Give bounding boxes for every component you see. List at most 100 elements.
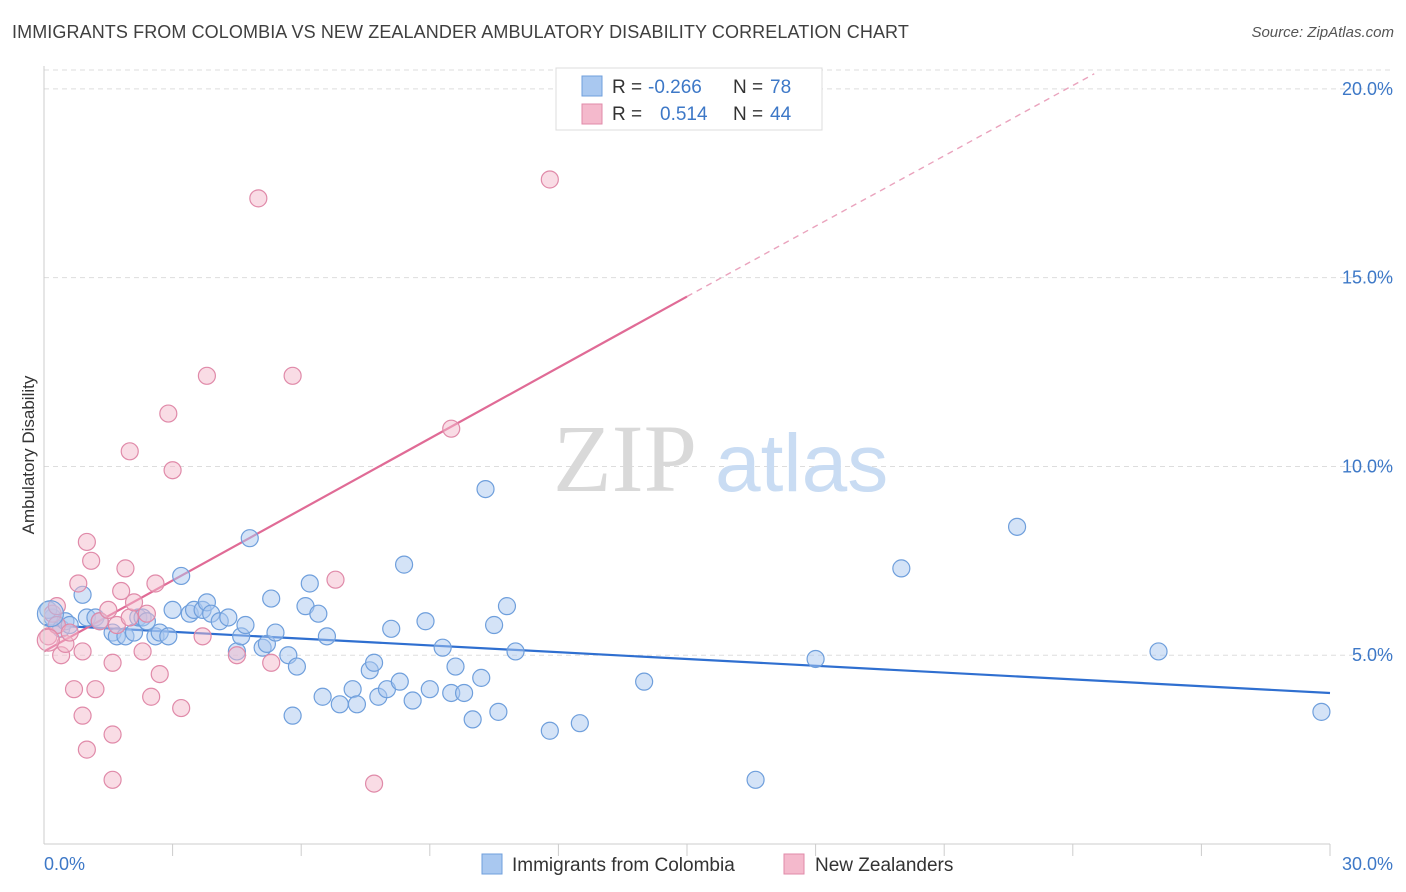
legend-n-value-nz: 44 bbox=[770, 104, 792, 125]
point-colombia bbox=[506, 642, 525, 661]
legend-r-label-colombia: R = bbox=[612, 77, 642, 98]
point-colombia bbox=[394, 555, 414, 574]
point-colombia bbox=[540, 721, 559, 740]
legend-r-value-nz: 0.514 bbox=[660, 104, 708, 125]
legend-swatch-colombia bbox=[581, 75, 603, 97]
point-colombia bbox=[163, 600, 182, 620]
point-nz bbox=[112, 581, 131, 601]
point-nz bbox=[540, 170, 559, 189]
point-nz bbox=[82, 551, 101, 570]
point-nz bbox=[146, 574, 165, 593]
point-nz bbox=[69, 574, 88, 593]
point-colombia bbox=[1007, 517, 1027, 536]
point-colombia bbox=[300, 574, 319, 593]
point-nz bbox=[193, 627, 212, 646]
point-colombia-cluster bbox=[36, 600, 65, 628]
trend-line-nz-extension bbox=[686, 73, 1095, 298]
trend-lines bbox=[43, 73, 1331, 695]
point-colombia bbox=[236, 615, 255, 635]
point-nz bbox=[163, 461, 182, 480]
series-legend-label-nz: New Zealanders bbox=[815, 855, 953, 876]
point-colombia bbox=[309, 604, 328, 623]
watermark-zip: ZIP bbox=[553, 405, 697, 512]
point-colombia bbox=[330, 695, 349, 714]
point-colombia bbox=[420, 680, 439, 699]
legend-r-value-colombia: -0.266 bbox=[648, 77, 702, 98]
point-nz bbox=[364, 774, 384, 793]
point-colombia bbox=[416, 612, 435, 631]
point-nz bbox=[60, 623, 79, 642]
point-colombia bbox=[219, 608, 238, 627]
point-nz bbox=[197, 366, 216, 385]
point-colombia bbox=[1312, 702, 1331, 721]
grid-lines bbox=[44, 69, 1392, 656]
point-nz bbox=[99, 600, 118, 620]
point-nz bbox=[116, 559, 135, 578]
point-colombia bbox=[635, 672, 654, 691]
point-nz bbox=[47, 597, 66, 616]
trend-line-colombia bbox=[43, 623, 1331, 695]
point-colombia bbox=[159, 627, 178, 646]
point-colombia bbox=[892, 559, 911, 578]
stats-legend: R = -0.266 N = 78 R = 0.514 N = 44 bbox=[555, 67, 823, 131]
series-legend-swatch-nz bbox=[783, 853, 805, 875]
point-colombia bbox=[806, 649, 825, 669]
legend-n-label-nz: N = bbox=[733, 104, 763, 125]
point-colombia bbox=[262, 589, 281, 608]
point-nz bbox=[227, 646, 246, 665]
y-tick-label: 15.0% bbox=[1342, 268, 1393, 288]
point-colombia bbox=[472, 668, 491, 687]
y-tick-label: 5.0% bbox=[1352, 645, 1393, 665]
point-nz bbox=[120, 442, 139, 461]
y-axis-label: Ambulatory Disability bbox=[19, 375, 38, 534]
point-colombia bbox=[463, 710, 482, 729]
point-nz bbox=[77, 532, 96, 552]
point-colombia bbox=[403, 691, 422, 710]
point-nz bbox=[137, 604, 156, 623]
point-nz bbox=[86, 680, 105, 699]
trend-line-nz bbox=[43, 295, 688, 653]
point-colombia bbox=[746, 770, 765, 789]
point-nz bbox=[120, 608, 139, 627]
point-colombia bbox=[382, 619, 401, 638]
point-colombia bbox=[364, 653, 384, 672]
legend-n-value-colombia: 78 bbox=[770, 77, 791, 98]
point-nz bbox=[326, 570, 345, 589]
point-nz bbox=[103, 725, 122, 744]
legend-n-label-colombia: N = bbox=[733, 77, 763, 98]
point-nz bbox=[442, 419, 461, 438]
point-nz bbox=[73, 706, 92, 725]
source-label: Source: ZipAtlas.com bbox=[1251, 24, 1394, 41]
series-legend-swatch-colombia bbox=[481, 853, 503, 875]
point-nz bbox=[262, 653, 281, 672]
point-colombia bbox=[317, 627, 337, 646]
point-colombia bbox=[476, 479, 495, 499]
x-axis-ticks bbox=[172, 844, 1331, 856]
point-nz bbox=[133, 642, 152, 661]
point-colombia bbox=[347, 695, 367, 714]
legend-swatch-nz bbox=[581, 103, 603, 125]
x-tick-label-max: 30.0% bbox=[1342, 854, 1393, 874]
series-legend: Immigrants from Colombia New Zealanders bbox=[481, 853, 953, 876]
legend-r-label-nz: R = bbox=[612, 104, 642, 125]
point-colombia bbox=[390, 672, 409, 691]
point-colombia bbox=[497, 597, 517, 616]
point-nz bbox=[103, 653, 122, 672]
point-nz bbox=[142, 687, 161, 706]
scatter-points bbox=[36, 170, 1331, 793]
point-nz bbox=[124, 593, 144, 612]
series-legend-label-colombia: Immigrants from Colombia bbox=[512, 855, 735, 876]
point-nz bbox=[172, 698, 191, 718]
point-colombia bbox=[1149, 642, 1168, 661]
point-nz bbox=[283, 366, 302, 385]
point-colombia bbox=[266, 623, 285, 642]
point-nz bbox=[73, 642, 92, 661]
chart-title: IMMIGRANTS FROM COLOMBIA VS NEW ZEALANDE… bbox=[12, 22, 909, 42]
point-nz bbox=[159, 404, 178, 423]
point-colombia bbox=[570, 714, 589, 733]
point-colombia bbox=[485, 615, 504, 635]
point-colombia bbox=[446, 657, 465, 676]
point-nz bbox=[150, 664, 169, 684]
point-nz bbox=[64, 680, 84, 699]
